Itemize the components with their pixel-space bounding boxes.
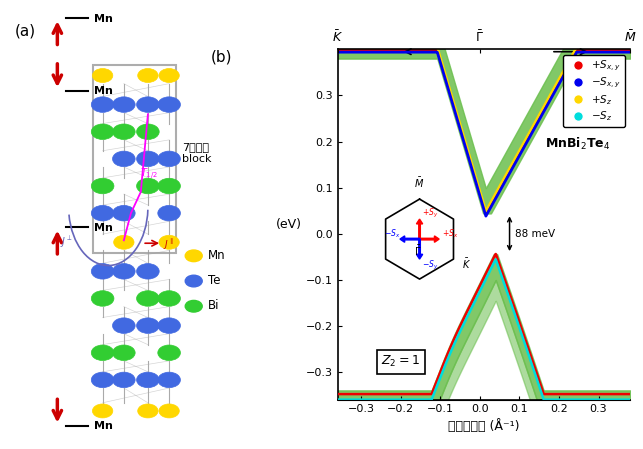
X-axis label: 电子运动量 (Å⁻¹): 电子运动量 (Å⁻¹)	[448, 418, 520, 432]
Circle shape	[185, 275, 202, 287]
Circle shape	[91, 372, 114, 387]
Circle shape	[158, 291, 181, 306]
Text: Mn: Mn	[94, 13, 113, 24]
Text: 7原子层
block: 7原子层 block	[182, 142, 212, 164]
Circle shape	[136, 97, 159, 112]
Legend: +$S_{x,y}$, $-S_{x,y}$, +$S_z$, $-S_z$: +$S_{x,y}$, $-S_{x,y}$, +$S_z$, $-S_z$	[563, 55, 625, 127]
Text: $J^\perp$: $J^\perp$	[60, 235, 73, 250]
Text: +$S_x$: +$S_x$	[442, 228, 458, 240]
Circle shape	[114, 235, 134, 249]
Text: Mn: Mn	[94, 86, 113, 96]
Circle shape	[93, 69, 113, 83]
Circle shape	[136, 151, 159, 167]
Circle shape	[113, 264, 135, 279]
Text: $-S_y$: $-S_y$	[422, 259, 438, 273]
Text: $J^\parallel$: $J^\parallel$	[163, 238, 174, 252]
Circle shape	[91, 206, 114, 221]
Circle shape	[136, 264, 159, 279]
Y-axis label: (eV): (eV)	[276, 218, 302, 231]
Circle shape	[91, 291, 114, 306]
Text: MnBi$_2$Te$_4$: MnBi$_2$Te$_4$	[545, 136, 610, 152]
Circle shape	[159, 235, 179, 249]
Bar	[93, 65, 176, 253]
Circle shape	[113, 151, 135, 167]
Circle shape	[158, 206, 181, 221]
Circle shape	[91, 124, 114, 140]
Circle shape	[91, 178, 114, 194]
Text: $\bar{M}$: $\bar{M}$	[415, 176, 424, 190]
FancyArrow shape	[417, 239, 422, 259]
Text: Mn: Mn	[94, 421, 113, 431]
Circle shape	[158, 372, 181, 387]
Circle shape	[136, 318, 159, 333]
Circle shape	[113, 345, 135, 361]
Circle shape	[138, 69, 158, 83]
Circle shape	[158, 345, 181, 361]
FancyArrow shape	[419, 236, 439, 242]
Circle shape	[93, 404, 113, 418]
Text: 88 meV: 88 meV	[514, 229, 555, 239]
Text: $\bar{K}$: $\bar{K}$	[462, 257, 471, 271]
Text: $\bar{\Gamma}$: $\bar{\Gamma}$	[414, 244, 421, 258]
Circle shape	[113, 97, 135, 112]
Circle shape	[185, 300, 202, 312]
Text: Bi: Bi	[208, 299, 219, 312]
Circle shape	[138, 404, 158, 418]
Text: $-S_x$: $-S_x$	[385, 228, 401, 240]
Circle shape	[136, 178, 159, 194]
FancyArrow shape	[400, 236, 419, 242]
Circle shape	[158, 178, 181, 194]
Circle shape	[158, 151, 181, 167]
Circle shape	[136, 291, 159, 306]
Circle shape	[91, 97, 114, 112]
Text: $T_{1/2}$: $T_{1/2}$	[140, 167, 158, 182]
Text: +$S_y$: +$S_y$	[422, 207, 438, 220]
Circle shape	[113, 318, 135, 333]
Text: (b): (b)	[211, 49, 233, 64]
Text: Te: Te	[208, 274, 221, 287]
Circle shape	[113, 206, 135, 221]
Circle shape	[91, 345, 114, 361]
Circle shape	[136, 124, 159, 140]
Circle shape	[113, 124, 135, 140]
Circle shape	[91, 264, 114, 279]
Text: Mn: Mn	[94, 223, 113, 233]
Circle shape	[113, 372, 135, 387]
Circle shape	[158, 318, 181, 333]
Text: Mn: Mn	[208, 249, 226, 262]
Circle shape	[158, 97, 181, 112]
FancyArrow shape	[417, 219, 422, 239]
Circle shape	[159, 404, 179, 418]
Text: (a): (a)	[15, 23, 36, 38]
Circle shape	[159, 69, 179, 83]
Circle shape	[185, 250, 202, 262]
Circle shape	[136, 372, 159, 387]
Text: $Z_2 = 1$: $Z_2 = 1$	[381, 354, 421, 370]
